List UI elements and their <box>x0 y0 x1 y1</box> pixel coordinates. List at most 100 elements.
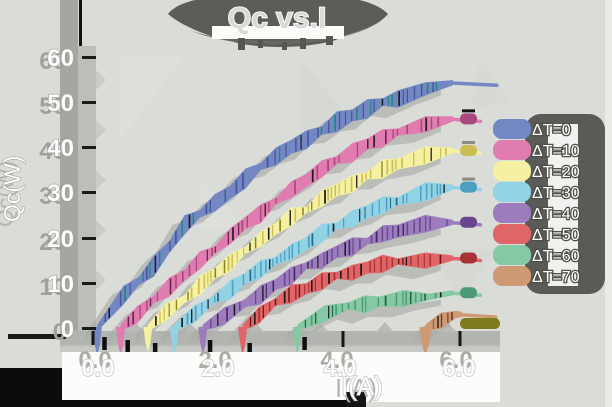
legend-swatch-dt10 <box>493 140 531 160</box>
chart-title: Qc vs.I <box>228 2 326 35</box>
series-drip <box>143 327 153 353</box>
legend-labels: ΔT=0 ΔT=10 ΔT=20 ΔT=30 ΔT=40 ΔT=50 ΔT=60… <box>531 121 581 288</box>
legend-label-dt50: ΔT=50 <box>532 227 580 244</box>
series-ΔT=40 <box>198 214 483 354</box>
legend-label-dt20: ΔT=20 <box>532 164 580 181</box>
y-tick-shadows: 60 50 40 30 20 10 0 <box>39 48 66 346</box>
series-end-cap <box>460 216 477 228</box>
series-tail <box>445 80 499 87</box>
drip-mark <box>207 340 213 353</box>
y-tick-labels: 60 50 40 30 20 10 0 <box>47 44 75 343</box>
y-tick-40: 40 <box>47 135 74 162</box>
legend-swatch-dt30 <box>493 182 531 202</box>
y-tick-60: 60 <box>47 45 74 72</box>
legend-label-dt10: ΔT=10 <box>532 143 580 160</box>
series-ΔT=30 <box>169 177 483 356</box>
series-drip <box>92 327 102 356</box>
legend-label-dt70: ΔT=70 <box>532 269 580 286</box>
legend-swatch-dt0 <box>493 119 531 139</box>
drip-mark <box>152 343 158 356</box>
series-band <box>297 290 453 332</box>
series-band <box>425 310 463 332</box>
svg-text:60: 60 <box>39 48 66 75</box>
legend-label-dt30: ΔT=30 <box>532 185 580 202</box>
curves <box>92 80 500 356</box>
y-tick-10: 10 <box>47 271 74 298</box>
x-tick-6.0: 6.0 <box>442 355 475 382</box>
drip-mark <box>247 343 252 356</box>
series-end-cap <box>460 252 477 264</box>
x-tick-labels: 0.0 2.0 4.0 6.0 <box>81 354 477 382</box>
legend-swatch-dt60 <box>493 245 531 265</box>
series-shadow-ΔT=40 <box>190 224 441 342</box>
x-tick-2.0: 2.0 <box>201 355 234 382</box>
series-end-cap <box>460 113 477 125</box>
series-ΔT=20 <box>143 140 483 356</box>
y-axis-label: Qc(W) <box>0 156 25 222</box>
svg-text:40: 40 <box>39 138 66 165</box>
legend-swatch-dt50 <box>493 224 531 244</box>
y-axis-band <box>60 0 78 346</box>
x-axis-label: I(A) <box>341 371 383 401</box>
series-shadow-ΔT=20 <box>135 155 441 342</box>
series-end-cap <box>460 181 477 193</box>
series-band <box>174 182 453 332</box>
x-tick-0.0: 0.0 <box>81 355 114 382</box>
svg-text:4.0: 4.0 <box>320 347 353 374</box>
svg-text:30: 30 <box>39 183 66 210</box>
svg-text:0.0: 0.0 <box>78 347 111 374</box>
series-drip <box>169 327 179 356</box>
end-cap-stripe <box>462 140 475 144</box>
legend-label-dt60: ΔT=60 <box>532 248 580 265</box>
x-tick-shadows: 0.0 2.0 4.0 6.0 <box>78 347 472 374</box>
drip-mark <box>102 337 107 350</box>
legend-swatch-dt70 <box>493 266 531 286</box>
svg-text:2.0: 2.0 <box>198 347 231 374</box>
y-axis-line <box>79 0 82 46</box>
y-tick-50: 50 <box>47 90 74 117</box>
series-end-cap <box>460 144 477 156</box>
x-axis-label-shadow: I(A) <box>335 373 377 403</box>
series-ΔT=50 <box>237 252 483 356</box>
series-drip <box>198 327 208 354</box>
svg-text:10: 10 <box>39 274 66 301</box>
svg-text:20: 20 <box>39 229 66 256</box>
series-end-cap <box>460 317 500 329</box>
svg-text:6.0: 6.0 <box>439 347 472 374</box>
series-end-cap <box>460 287 477 299</box>
legend-label-dt0: ΔT=0 <box>532 122 571 139</box>
series-ΔT=0 <box>92 80 499 356</box>
series-tail <box>454 312 498 319</box>
drip-mark <box>125 340 130 353</box>
series-drip <box>292 327 302 355</box>
bottom-left-black-block <box>0 368 62 407</box>
svg-text:0: 0 <box>53 319 66 346</box>
x-tick-4.0: 4.0 <box>323 355 356 382</box>
y-axis-label-shadow: Qc(W) <box>0 161 18 227</box>
series-ΔT=70 <box>419 310 500 356</box>
series-drip <box>237 327 247 356</box>
title-group: Qc vs.I <box>168 0 388 50</box>
legend: ΔT=0 ΔT=10 ΔT=20 ΔT=30 ΔT=40 ΔT=50 ΔT=60… <box>493 114 605 294</box>
legend-label-dt40: ΔT=40 <box>532 206 580 223</box>
series-ΔT=60 <box>292 287 483 355</box>
end-cap-stripe <box>462 109 475 113</box>
y-tick-0: 0 <box>61 316 74 343</box>
series-drip <box>115 327 125 355</box>
legend-swatch-dt20 <box>493 161 531 181</box>
series-shadow-ΔT=60 <box>285 299 441 342</box>
bottom-white-band <box>62 352 500 402</box>
y-tick-30: 30 <box>47 180 74 207</box>
legend-swatch-dt40 <box>493 203 531 223</box>
legend-swatches <box>493 119 531 286</box>
series-band <box>147 146 453 332</box>
drip-mark <box>302 337 307 350</box>
series-drip <box>419 327 432 356</box>
end-cap-stripe <box>462 177 475 181</box>
svg-text:50: 50 <box>39 93 66 120</box>
y-tick-20: 20 <box>47 226 74 253</box>
series-shadow-ΔT=30 <box>162 191 441 342</box>
